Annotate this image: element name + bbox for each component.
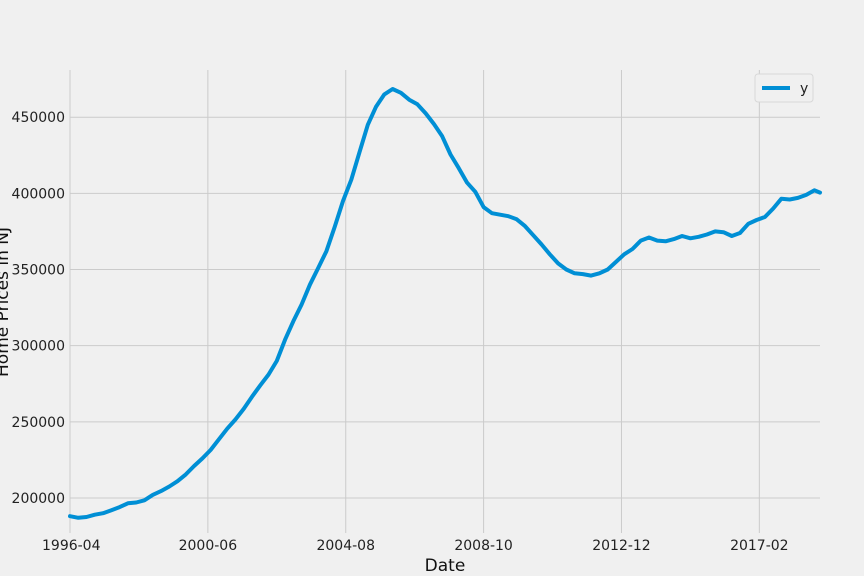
x-tick-label: 2008-10 xyxy=(454,538,513,554)
y-axis-label: Home Prices in NJ xyxy=(0,227,13,377)
y-tick-label: 300000 xyxy=(12,339,65,355)
y-tick-label: 400000 xyxy=(12,186,65,202)
y-tick-label: 450000 xyxy=(12,110,65,126)
y-tick-labels: 200000 250000 300000 350000 400000 450000 xyxy=(12,110,65,507)
y-tick-label: 200000 xyxy=(12,491,65,507)
legend: y xyxy=(754,73,814,103)
series-layer xyxy=(68,87,822,520)
gridlines xyxy=(69,70,820,533)
x-tick-label: 1996-04 xyxy=(42,538,101,554)
series-line-y xyxy=(68,87,822,520)
x-axis-label: Date xyxy=(425,556,466,576)
x-tick-label: 2012-12 xyxy=(592,538,651,554)
y-tick-label: 250000 xyxy=(12,415,65,431)
x-tick-label: 2000-06 xyxy=(179,538,238,554)
x-tick-label: 2004-08 xyxy=(316,538,375,554)
legend-label-y: y xyxy=(800,81,808,97)
y-tick-label: 350000 xyxy=(12,263,65,279)
x-tick-labels: 1996-04 2000-06 2004-08 2008-10 2012-12 2017-… xyxy=(42,538,789,554)
x-tick-label: 2017-02 xyxy=(730,538,789,554)
